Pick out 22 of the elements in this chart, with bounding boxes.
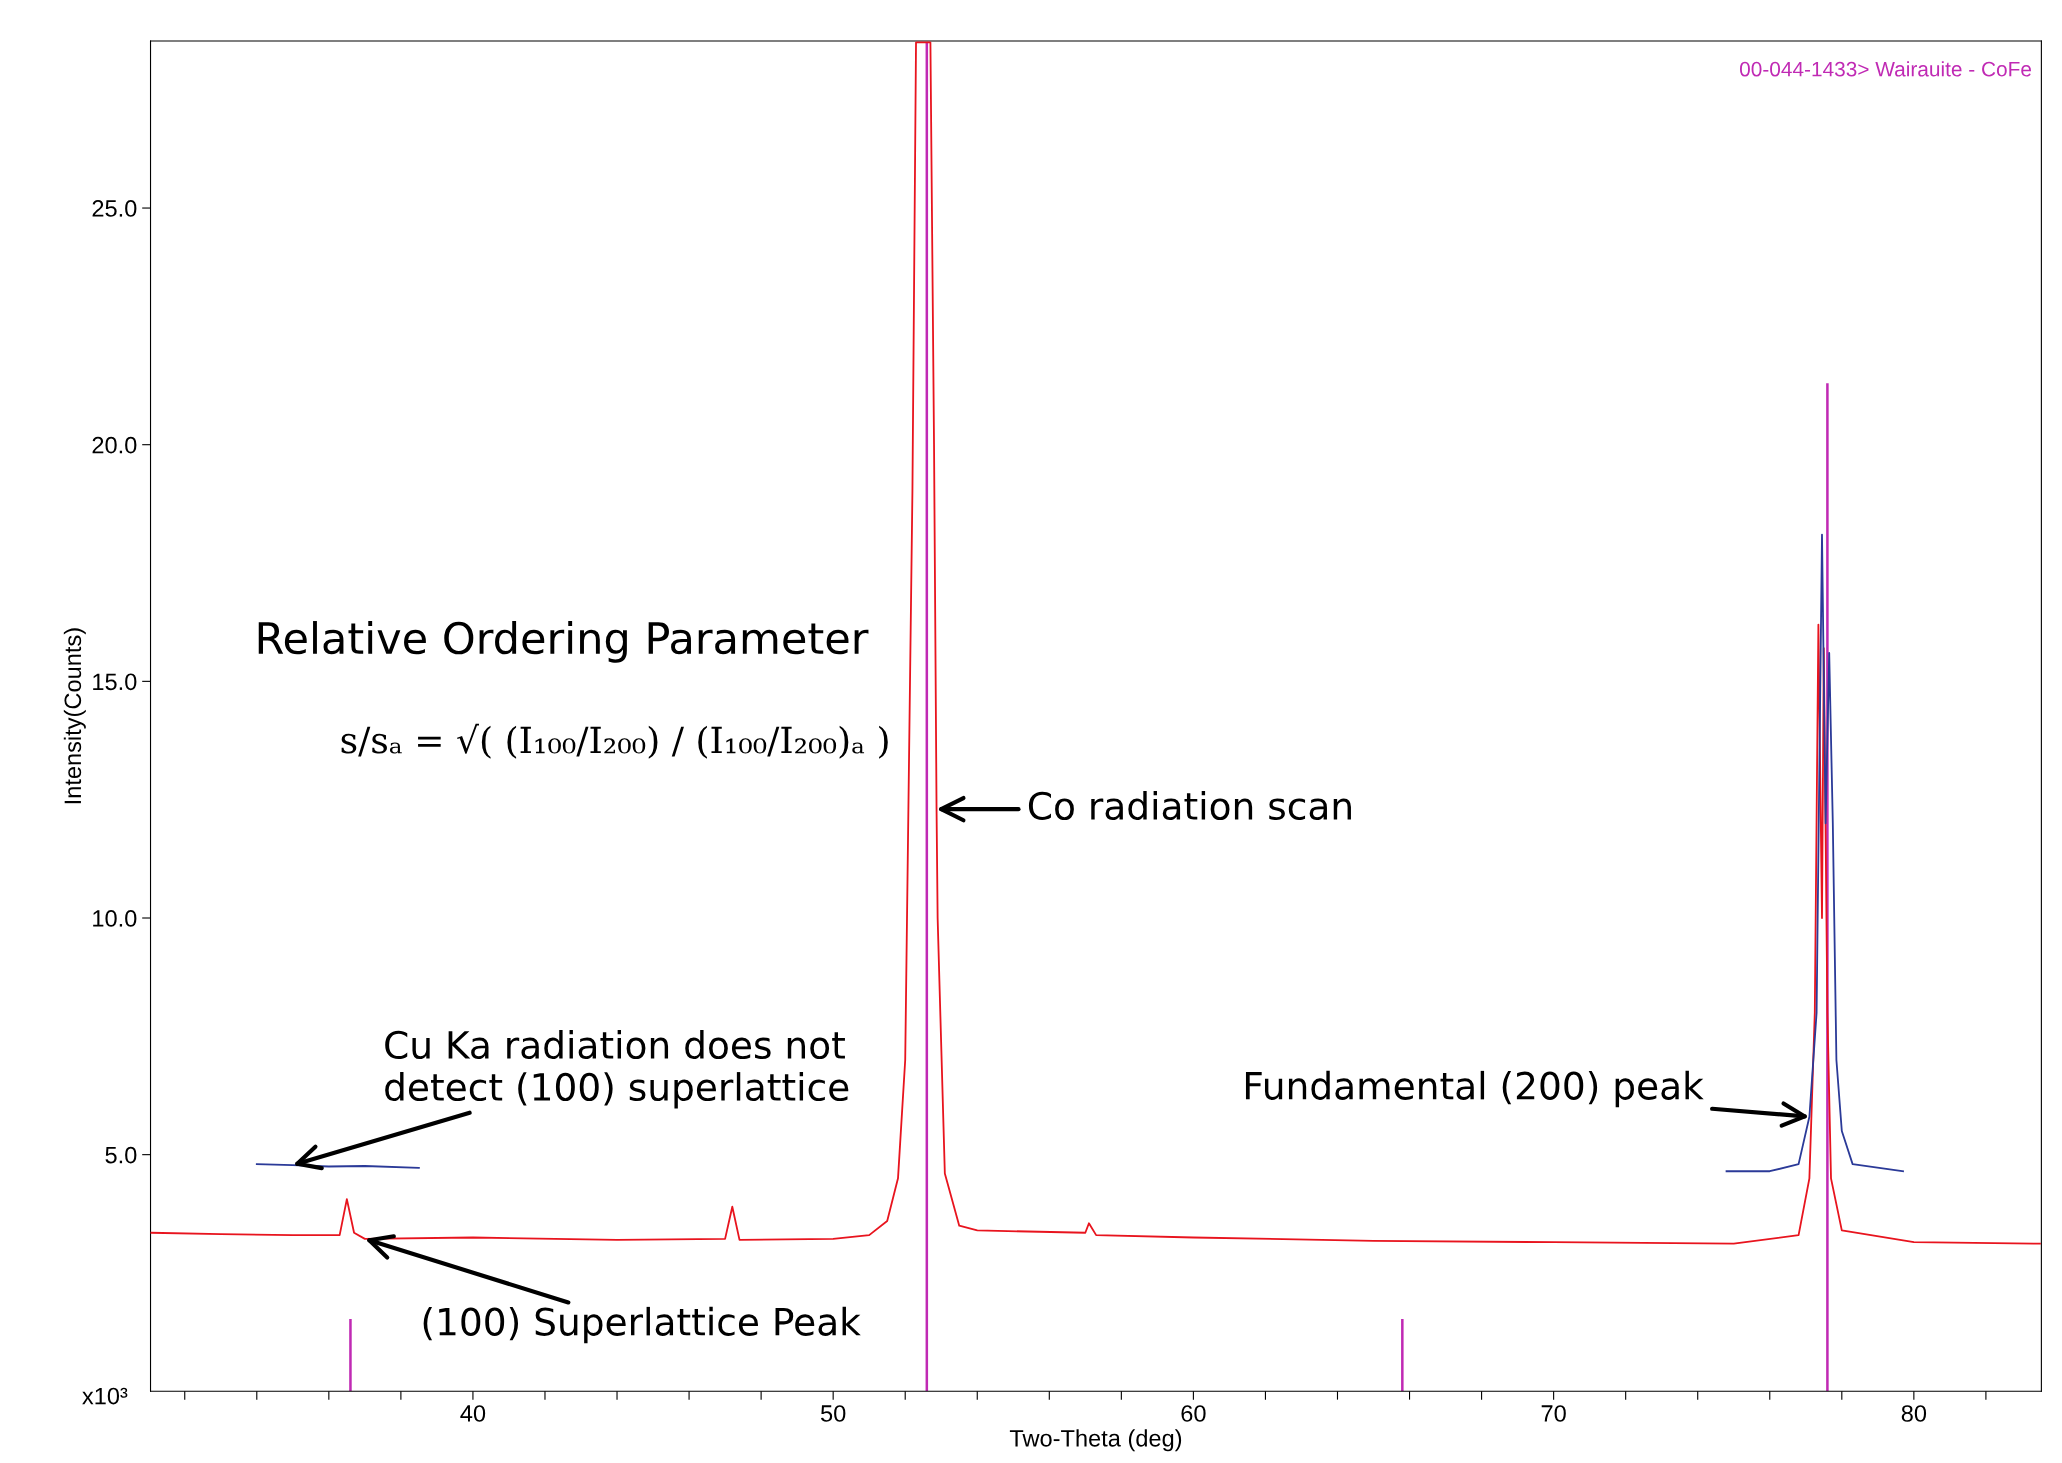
- y-axis-title: Intensity(Counts): [63, 628, 86, 804]
- bar: [349, 1318, 352, 1392]
- y-tick-label: 5.0: [105, 1146, 137, 1164]
- bar: [1401, 1318, 1404, 1392]
- annotation: Cu Ka radiation does not detect (100) superlattice: [385, 1030, 849, 1109]
- x-tick-label: 60: [1181, 1405, 1206, 1422]
- annotation: (100) Superlattice Peak: [423, 1306, 861, 1344]
- text: 00-044-1433> Wairauite - CoFe: [1739, 61, 2032, 77]
- x-axis-title: Two-Theta (deg): [1009, 1429, 1182, 1452]
- y-tick-label: 10.0: [93, 910, 137, 927]
- annotation: Co radiation scan: [1028, 791, 1351, 821]
- y-tick-label: 20.0: [92, 436, 137, 454]
- text: x10³: [82, 1387, 128, 1405]
- x-tick-label: 40: [460, 1405, 486, 1422]
- x-tick-label: 70: [1541, 1405, 1566, 1422]
- y-tick-label: 25.0: [92, 200, 137, 217]
- annotation: s/sₐ = √( (I₁₀₀/I₂₀₀) / (I₁₀₀/I₂₀₀)ₐ ): [341, 723, 888, 759]
- y-tick-label: 15.0: [93, 673, 137, 691]
- x-tick-label: 50: [820, 1405, 846, 1422]
- x-tick-label: 80: [1901, 1405, 1927, 1422]
- annotation: Relative Ordering Parameter: [258, 621, 869, 663]
- annotation: Fundamental (200) peak: [1245, 1070, 1704, 1108]
